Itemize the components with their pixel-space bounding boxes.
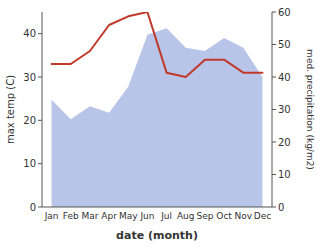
y2-tick-label: 50 <box>278 39 291 50</box>
y-tick <box>38 207 42 208</box>
y-tick-label: 30 <box>23 72 36 83</box>
x-tick-label: Aug <box>177 211 195 221</box>
y2-tick-label: 10 <box>278 169 291 180</box>
y2-axis-title: med. precipitation (kg/m2) <box>305 49 315 170</box>
x-tick-label: Mar <box>81 211 98 221</box>
temp-line <box>52 12 263 77</box>
y2-tick-label: 40 <box>278 72 291 83</box>
y-tick-label: 20 <box>23 115 36 126</box>
y-axis-title: max temp (C) <box>5 75 16 144</box>
y2-tick <box>272 77 276 78</box>
y-tick-label: 10 <box>23 158 36 169</box>
y2-tick <box>272 142 276 143</box>
x-tick-label: Jan <box>44 211 59 221</box>
y2-tick-label: 20 <box>278 137 291 148</box>
y2-tick <box>272 12 276 13</box>
x-tick-label: Sep <box>196 211 213 221</box>
x-tick-label: Feb <box>63 211 79 221</box>
y-axis-line <box>42 12 43 207</box>
x-tick-label: Nov <box>234 211 252 221</box>
x-tick-label: Apr <box>101 211 117 221</box>
plot-area <box>52 12 263 207</box>
y-tick <box>38 120 42 121</box>
y2-tick <box>272 207 276 208</box>
x-tick-label: May <box>119 211 138 221</box>
y-tick-label: 40 <box>23 28 36 39</box>
x-tick-label: Jul <box>160 211 172 221</box>
y2-tick <box>272 174 276 175</box>
x-tick-label: Oct <box>216 211 232 221</box>
y2-tick-label: 30 <box>278 104 291 115</box>
y2-tick <box>272 44 276 45</box>
x-axis-title: date (month) <box>116 229 198 242</box>
chart: 0 10 20 30 40 0 10 20 30 40 50 60 Jan FebMarAprMayJun… <box>0 0 318 247</box>
y2-tick-label: 0 <box>278 202 284 213</box>
y-tick <box>38 33 42 34</box>
y-tick <box>38 163 42 164</box>
x-axis-line <box>42 207 272 208</box>
x-tick-label: Dec <box>254 211 271 221</box>
y2-tick-label: 60 <box>278 7 291 18</box>
x-tick-label: Jun <box>139 211 154 221</box>
y2-tick <box>272 109 276 110</box>
y-tick <box>38 77 42 78</box>
y-tick-label: 0 <box>30 202 36 213</box>
